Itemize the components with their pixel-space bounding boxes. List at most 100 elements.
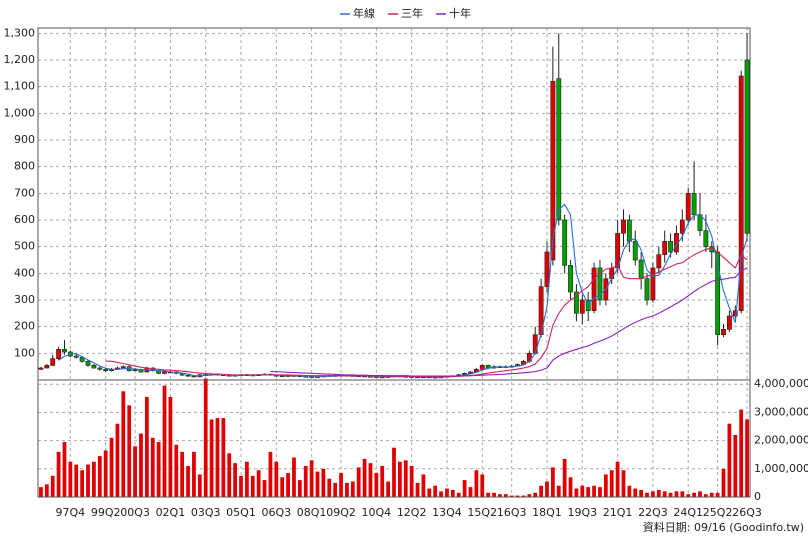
volume-bar (633, 488, 638, 497)
volume-bar (180, 451, 185, 497)
volume-bar (286, 473, 290, 497)
volume-bar (239, 475, 243, 497)
volume-bar (639, 489, 644, 497)
volume-bar (627, 485, 632, 497)
volume-bar (103, 450, 108, 497)
y-tick-label: 1,200 (4, 53, 36, 66)
y-tick-label: 900 (14, 133, 35, 146)
candle-body (656, 254, 662, 269)
volume-bar (74, 464, 79, 497)
volume-bar (274, 461, 279, 497)
x-tick-label: 03Q3 (191, 506, 221, 519)
volume-bar (50, 475, 55, 497)
candle-body (744, 59, 750, 234)
volume-bar (345, 482, 349, 497)
volume-bar (556, 485, 561, 497)
x-tick-label: 22Q3 (638, 506, 668, 519)
volume-bar (492, 492, 496, 497)
y-tick-label: 300 (14, 293, 35, 306)
volume-bar (527, 494, 532, 497)
y2-tick-label: 4,000,000 (754, 377, 808, 390)
x-tick-label: 19Q3 (567, 506, 597, 519)
y-tick-label: 500 (14, 240, 35, 253)
volume-bar (227, 453, 232, 497)
x-tick-label: 24Q1 (673, 506, 703, 519)
volume-bar (727, 423, 732, 497)
volume-bar (592, 485, 596, 497)
y-tick-label: 1,300 (4, 26, 36, 39)
volume-bar (362, 458, 367, 497)
volume-bar (233, 463, 238, 497)
candle-body (632, 241, 638, 261)
volume-bar (433, 485, 438, 497)
volume-bar (321, 468, 326, 497)
candle-body (568, 265, 573, 293)
candle-body (573, 291, 579, 314)
candle-body (479, 365, 485, 370)
volume-bar (651, 491, 655, 497)
candle-body (591, 267, 597, 311)
volume-bar (297, 480, 302, 497)
candle-body (721, 329, 726, 335)
x-tick-label: 06Q3 (261, 506, 291, 519)
volume-bar (303, 465, 308, 497)
volume-bar (380, 465, 385, 497)
candle-body (738, 75, 744, 311)
volume-bar (445, 488, 449, 497)
volume-bar (403, 460, 408, 497)
volume-bar (256, 470, 261, 497)
volume-bar (427, 488, 432, 497)
volume-bar (333, 482, 338, 497)
candle-body (732, 310, 738, 317)
volume-bar (598, 487, 602, 497)
volume-bar (339, 473, 343, 497)
ma-line (270, 267, 748, 377)
candle-body (279, 375, 285, 378)
volume-bar (409, 465, 414, 497)
volume-bar (480, 474, 485, 497)
candle-body (726, 315, 732, 330)
volume-bar (168, 396, 173, 497)
volume-bar (162, 385, 167, 497)
volume-bar (692, 492, 696, 497)
candle-body (691, 193, 697, 215)
volume-bar (121, 391, 126, 497)
volume-bar (503, 494, 508, 497)
volume-bar (468, 487, 473, 497)
y-tick-label: 800 (14, 160, 35, 173)
candle-body (50, 358, 56, 366)
candle-body (44, 365, 50, 369)
volume-bar (509, 495, 514, 497)
legend-label: 年線 (353, 6, 375, 20)
x-tick-label: 16Q3 (497, 506, 527, 519)
candle-body (621, 219, 626, 234)
candle-body (579, 299, 585, 314)
legend-label: 十年 (449, 6, 471, 20)
volume-bar (133, 446, 137, 497)
volume-bar (368, 463, 373, 497)
volume-bar (698, 491, 702, 497)
y-tick-label: 600 (14, 213, 35, 226)
y-tick-label: 400 (14, 266, 35, 279)
footer: 資料日期: 09/16 (Goodinfo.tw) (643, 520, 804, 534)
volume-bar (144, 396, 149, 497)
candle-body (644, 278, 650, 301)
volume-bar (68, 461, 73, 497)
volume-bar (456, 492, 461, 497)
volume-bar (733, 434, 738, 497)
volume-bar (521, 495, 526, 497)
plot-area: 100 200 300 400 500 600 700 800 900 1,000 1,100 1,2… (4, 6, 808, 519)
volume-bar (109, 437, 114, 497)
volume-bar (350, 481, 355, 497)
candle-body (191, 375, 197, 378)
candle-body (38, 367, 44, 370)
volume-bar (715, 492, 720, 497)
volume-bar (709, 492, 714, 497)
volume-bar (203, 378, 208, 497)
volume-bar (568, 477, 573, 497)
x-tick-label: 05Q1 (226, 506, 256, 519)
x-tick-label: 09Q2 (326, 506, 356, 519)
volume-bar (356, 467, 361, 497)
volume-bar (562, 458, 567, 497)
